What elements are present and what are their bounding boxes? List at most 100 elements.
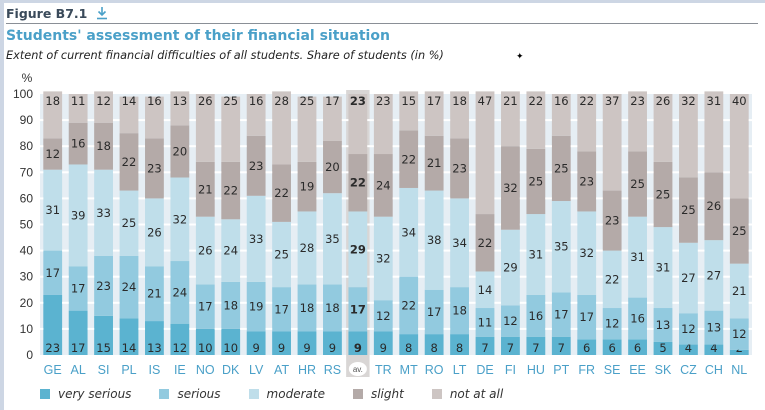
data-label: 31	[707, 94, 722, 108]
bar-segment-slight	[323, 140, 342, 194]
mouse-cursor-icon: ✦	[516, 51, 524, 61]
chart-title: Students' assessment of their financial …	[6, 28, 390, 44]
data-label: 26	[707, 199, 722, 213]
page-left-border	[0, 0, 4, 410]
x-tick-label: NO	[196, 363, 215, 377]
bar-segment-serious	[399, 276, 419, 335]
data-label: 10	[223, 341, 238, 355]
data-label: 8	[456, 341, 463, 355]
bar-segment-not-at-all	[602, 94, 622, 191]
legend-item-not-at-all: not at all	[431, 387, 503, 401]
data-label: 20	[173, 144, 188, 158]
bar-segment-very-serious	[297, 331, 317, 355]
x-tick-label: NL	[731, 363, 747, 377]
bar-segment-not-at-all	[170, 91, 190, 126]
bar-segment-not-at-all	[704, 91, 724, 173]
bar-segment-moderate	[323, 193, 342, 285]
bar-segment-very-serious	[348, 331, 368, 355]
data-label: 31	[630, 250, 645, 264]
bar-segment-very-serious	[221, 328, 241, 355]
data-label: 35	[554, 240, 569, 254]
data-label: 31	[656, 261, 671, 275]
data-label: 21	[147, 287, 162, 301]
data-label: 15	[96, 341, 111, 355]
data-label: 27	[681, 271, 696, 285]
bar-segment-slight	[704, 172, 724, 241]
x-tick-label: AL	[70, 363, 85, 377]
bar-segment-moderate	[195, 216, 215, 285]
data-label: 14	[478, 283, 493, 297]
bar-segment-serious	[145, 266, 164, 322]
bar-segment-slight	[348, 154, 368, 212]
data-label: 6	[634, 341, 641, 355]
x-tick-label: TR	[375, 363, 392, 377]
data-label: 32	[579, 246, 594, 260]
data-label: 22	[401, 152, 416, 166]
bar-segment-very-serious	[119, 318, 139, 355]
data-label: 33	[96, 206, 111, 220]
bar-segment-not-at-all	[323, 96, 342, 141]
y-tick-label: 80	[20, 139, 34, 153]
data-label: 22	[478, 236, 493, 250]
bar-segment-serious	[272, 287, 291, 332]
data-label: 28	[274, 94, 289, 108]
legend-item-very-serious: very serious	[40, 387, 131, 401]
data-label: 23	[376, 94, 391, 108]
bar-segment-slight	[628, 151, 647, 217]
bar-segment-moderate	[602, 250, 622, 309]
y-tick-label: 70	[20, 165, 34, 179]
download-icon[interactable]	[95, 6, 109, 20]
bar-segment-slight	[246, 135, 266, 196]
data-label: 23	[630, 94, 645, 108]
bar-segment-moderate	[551, 201, 571, 293]
legend-item-slight: slight	[352, 387, 404, 401]
data-label: 9	[329, 341, 336, 355]
data-label: 20	[325, 160, 340, 174]
data-label: 11	[478, 315, 493, 329]
bar-segment-moderate	[145, 198, 164, 267]
y-tick-label: 100	[13, 87, 33, 101]
bar-segment-moderate	[221, 219, 241, 282]
bar-segment-moderate	[373, 216, 393, 301]
data-label: 26	[147, 225, 162, 239]
bar-segment-serious	[475, 308, 495, 337]
x-tick-label: DK	[222, 363, 240, 377]
bar-segment-not-at-all	[424, 91, 444, 136]
legend-swatch	[431, 389, 442, 399]
bar-segment-moderate	[653, 227, 673, 309]
bar-segment-moderate	[475, 271, 495, 309]
data-label: 7	[481, 341, 488, 355]
data-label: 22	[350, 176, 366, 190]
data-label: 11	[71, 94, 86, 108]
data-label: 40	[732, 94, 747, 108]
x-tick-label: EE	[629, 363, 646, 377]
bar-segment-serious	[119, 255, 139, 319]
data-label: 37	[605, 94, 620, 108]
data-label: 7	[532, 341, 539, 355]
bar-segment-serious	[43, 250, 63, 295]
data-label: 17	[71, 341, 86, 355]
data-label: 17	[579, 310, 594, 324]
bar-segment-moderate	[119, 190, 139, 256]
bar-segment-very-serious	[43, 294, 63, 355]
data-label: 10	[198, 341, 213, 355]
bar-segment-not-at-all	[272, 91, 291, 165]
data-label: 17	[427, 305, 442, 319]
data-label: 13	[656, 318, 671, 332]
data-label: 17	[350, 302, 366, 316]
bar-segment-not-at-all	[551, 94, 571, 136]
x-tick-label: CH	[705, 363, 723, 377]
data-label: 18	[300, 301, 315, 315]
bar-segment-not-at-all	[145, 96, 164, 139]
bar-segment-slight	[272, 164, 291, 222]
data-label: 7	[558, 341, 565, 355]
legend-swatch	[352, 389, 363, 399]
bar-segment-slight	[170, 125, 190, 178]
bar-segment-moderate	[297, 211, 317, 285]
bar-segment-very-serious	[170, 323, 190, 355]
data-label: 23	[350, 94, 366, 108]
x-tick-label: AT	[274, 363, 289, 377]
bar-segment-very-serious	[551, 336, 571, 355]
bar-segment-not-at-all	[628, 91, 647, 152]
data-label: 39	[71, 208, 86, 222]
